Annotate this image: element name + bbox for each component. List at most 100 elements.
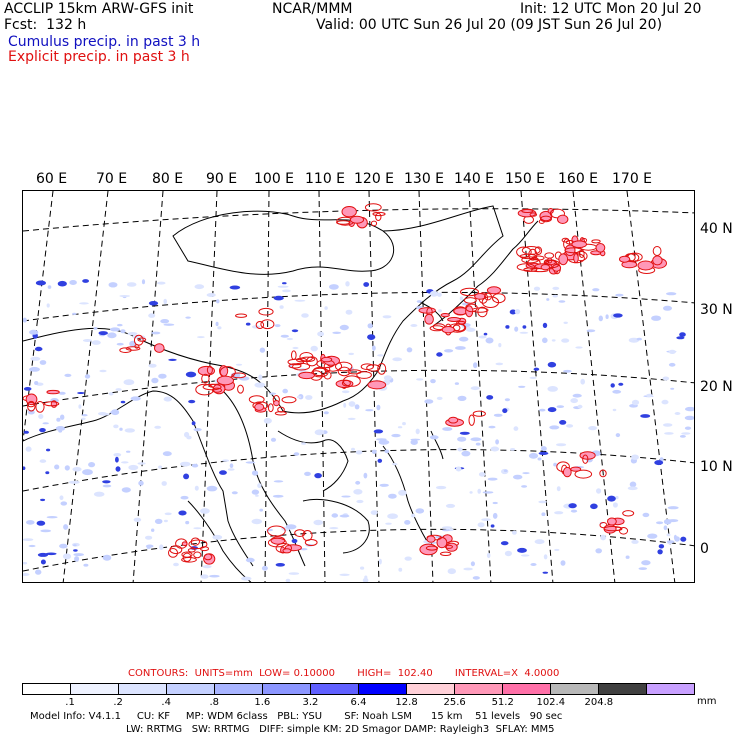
cumulus-precip-cell: [455, 466, 462, 472]
cumulus-precip-cell: [438, 309, 442, 313]
cumulus-precip-cell: [416, 300, 422, 303]
explicit-precip-contour: [540, 264, 550, 271]
cumulus-precip-cell: [268, 392, 277, 395]
cumulus-precip-cell: [541, 446, 547, 452]
cumulus-precip-cell: [442, 427, 453, 431]
cumulus-precip-cell: [636, 337, 642, 341]
colorbar-cell: [647, 684, 694, 694]
cumulus-precip-cell: [498, 343, 502, 348]
cumulus-precip-cell: [331, 513, 339, 518]
explicit-precip-contour: [558, 253, 569, 266]
cumulus-precip-cell: [59, 543, 68, 549]
explicit-precip-contour: [534, 246, 543, 256]
explicit-precip-contour: [582, 454, 589, 464]
cumulus-precip-cell: [294, 299, 306, 302]
cumulus-precip-cell: [610, 383, 615, 388]
cumulus-precip-cell: [353, 489, 363, 495]
lon-label: 150 E: [505, 171, 546, 187]
cumulus-precip-cell: [546, 298, 550, 301]
cumulus-precip-cell: [348, 401, 356, 407]
cumulus-precip-cell: [99, 369, 107, 373]
explicit-precip-contour: [341, 379, 351, 387]
lon-label: 70 E: [96, 171, 128, 187]
cumulus-precip-cell: [615, 433, 621, 438]
cumulus-precip-cell: [551, 339, 556, 342]
explicit-precip-contour: [424, 313, 434, 325]
cumulus-precip-cell: [554, 548, 560, 551]
explicit-precip-contour: [274, 411, 287, 416]
explicit-precip-contour: [425, 545, 439, 551]
cumulus-precip-cell: [206, 293, 216, 297]
cumulus-precip-cell: [73, 549, 78, 552]
cumulus-precip-cell: [45, 471, 50, 475]
explicit-precip-contour: [652, 255, 663, 266]
precipitation-map: [23, 191, 694, 582]
cumulus-precip-cell: [128, 464, 139, 471]
cumulus-precip-cell: [82, 279, 89, 283]
cumulus-precip-cell: [598, 315, 603, 322]
explicit-precip-contour: [447, 317, 461, 322]
cumulus-precip-cell: [329, 284, 339, 290]
cumulus-precip-cell: [317, 331, 324, 337]
cumulus-precip-cell: [301, 313, 309, 318]
cumulus-precip-cell: [646, 393, 653, 398]
cumulus-precip-cell: [119, 427, 123, 431]
cumulus-precip-cell: [543, 554, 548, 560]
explicit-precip-contour: [372, 211, 386, 217]
cumulus-precip-cell: [459, 431, 470, 435]
cumulus-precip-cell: [435, 485, 447, 490]
cumulus-precip-cell: [552, 286, 560, 290]
lon-label: 60 E: [36, 171, 68, 187]
lat-label: 20 N: [700, 379, 733, 395]
cumulus-precip-cell: [470, 386, 480, 391]
cumulus-precip-cell: [212, 534, 223, 540]
colorbar-labels: .1 .2 .4 .8 1.6 3.2 6.4 12.8 25.6 51.2 102.4 204.8: [22, 697, 695, 709]
explicit-precip-contour: [472, 410, 486, 417]
cumulus-precip-cell: [592, 288, 600, 292]
lon-label: 110 E: [305, 171, 346, 187]
cumulus-precip-cell: [668, 362, 676, 367]
cumulus-precip-cell: [538, 451, 549, 455]
explicit-precip-contour: [595, 243, 606, 253]
cumulus-precip-cell: [372, 345, 376, 351]
cumulus-precip-cell: [493, 413, 503, 417]
explicit-precip-contour: [137, 337, 147, 342]
meridian-line: [23, 191, 54, 442]
cumulus-precip-cell: [148, 301, 159, 306]
cumulus-precip-cell: [241, 576, 252, 581]
cumulus-precip-cell: [245, 461, 256, 464]
cumulus-precip-cell: [185, 316, 191, 319]
explicit-precip-contour: [521, 208, 534, 213]
cumulus-precip-cell: [495, 439, 499, 445]
cumulus-precip-cell: [313, 519, 324, 526]
explicit-precip-contour: [591, 239, 601, 244]
cumulus-precip-cell: [68, 480, 80, 484]
explicit-precip-contour: [561, 237, 570, 243]
cumulus-precip-cell: [98, 412, 107, 416]
cumulus-precip-cell: [158, 373, 167, 379]
cumulus-precip-cell: [345, 281, 350, 287]
cumulus-precip-cell: [528, 452, 539, 459]
explicit-precip-contour: [481, 296, 500, 308]
cumulus-precip-cell: [121, 487, 131, 493]
cumulus-precip-cell: [42, 422, 49, 425]
cumulus-precip-cell: [542, 337, 548, 344]
explicit-precip-contour: [43, 401, 60, 407]
cumulus-precip-cell: [39, 459, 47, 463]
cumulus-precip-cell: [436, 396, 443, 400]
cumulus-precip-cell: [339, 573, 350, 576]
cumulus-precip-cell: [355, 450, 363, 455]
explicit-precip-contour: [254, 403, 265, 411]
cumulus-precip-cell: [299, 548, 308, 551]
cumulus-precip-cell: [378, 558, 382, 565]
cumulus-precip-cell: [483, 332, 488, 336]
cumulus-precip-cell: [542, 322, 548, 328]
explicit-precip-contour: [570, 466, 582, 472]
model-info-line-2: LW: RRTMG SW: RRTMG DIFF: simple KM: 2D …: [126, 724, 555, 735]
cumulus-precip-cell: [666, 540, 675, 544]
cumulus-precip-cell: [235, 363, 243, 366]
cumulus-precip-cell: [206, 485, 218, 492]
cumulus-precip-cell: [293, 452, 300, 456]
cumulus-precip-cell: [666, 292, 677, 296]
cumulus-precip-cell: [495, 362, 504, 366]
